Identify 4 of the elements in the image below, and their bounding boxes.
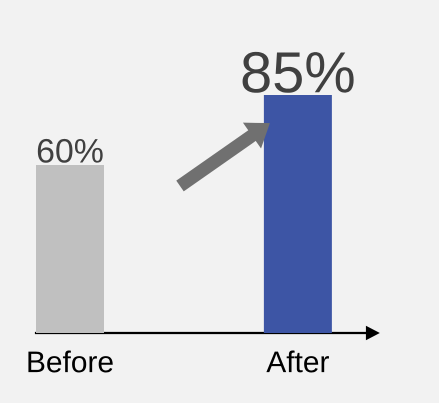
data-label: 60% xyxy=(38,138,103,163)
data-label: 85% xyxy=(242,52,354,93)
x-tick-label: After xyxy=(266,350,329,372)
x-tick-label: Before xyxy=(28,350,113,372)
